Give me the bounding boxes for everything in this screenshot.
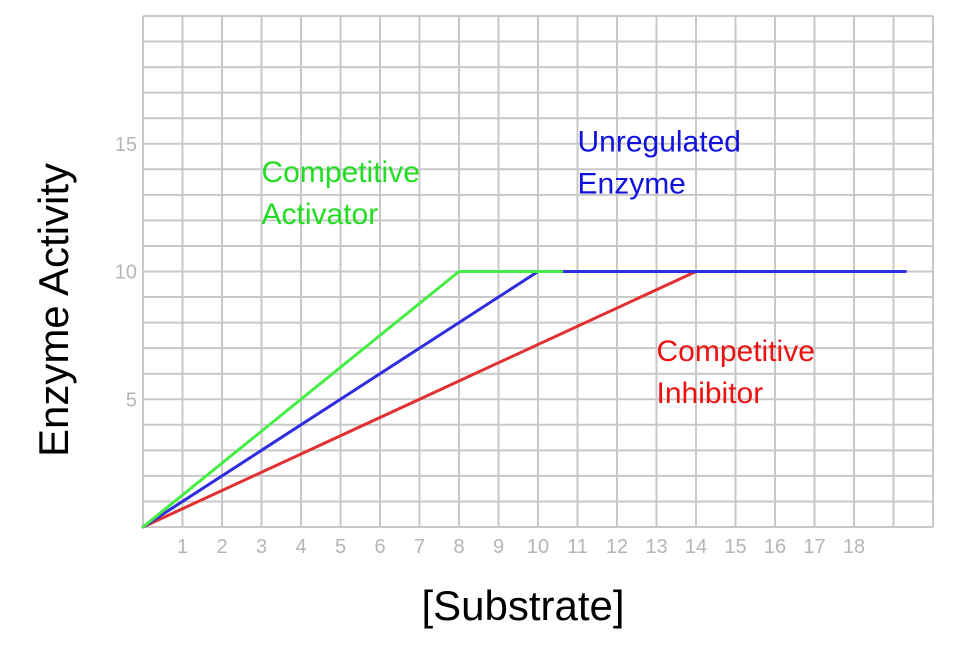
chart-series <box>141 270 907 529</box>
x-tick-label: 12 <box>606 536 628 558</box>
x-tick-label: 5 <box>335 536 346 558</box>
annotation-line: Activator <box>262 198 379 231</box>
x-tick-label: 2 <box>216 536 227 558</box>
x-tick-label: 8 <box>453 536 464 558</box>
x-tick-label: 15 <box>724 536 746 558</box>
annotation-line: Competitive <box>262 156 420 189</box>
x-tick-label: 16 <box>764 536 786 558</box>
x-tick-label: 1 <box>177 536 188 558</box>
x-tick-label: 10 <box>527 536 549 558</box>
annotation-line: Inhibitor <box>657 377 764 410</box>
annotation-line: Enzyme <box>578 167 686 200</box>
y-tick-label: 10 <box>115 262 137 284</box>
x-axis-title: [Substrate] <box>421 582 624 629</box>
x-tick-label: 18 <box>843 536 865 558</box>
x-tick-label: 4 <box>295 536 306 558</box>
annotation-competitive-inhibitor: Competitive Inhibitor <box>657 335 815 410</box>
x-tick-label: 13 <box>645 536 667 558</box>
x-tick-label: 9 <box>493 536 504 558</box>
x-tick-label: 3 <box>256 536 267 558</box>
annotation-competitive-activator: Competitive Activator <box>262 156 420 231</box>
x-tick-label: 6 <box>374 536 385 558</box>
x-tick-label: 17 <box>803 536 825 558</box>
y-axis-title: Enzyme Activity <box>30 163 77 457</box>
y-tick-label: 15 <box>115 134 137 156</box>
annotation-unregulated-enzyme: Unregulated Enzyme <box>578 125 741 200</box>
x-tick-label: 7 <box>414 536 425 558</box>
x-tick-label: 11 <box>567 536 588 558</box>
annotation-line: Unregulated <box>578 125 741 158</box>
y-tick-label: 5 <box>126 389 137 411</box>
chart-annotations: Competitive Activator Unregulated Enzyme Com… <box>262 125 815 410</box>
x-tick-label: 14 <box>685 536 707 558</box>
annotation-line: Competitive <box>657 335 815 368</box>
series-line-competitive-activator <box>141 270 564 529</box>
